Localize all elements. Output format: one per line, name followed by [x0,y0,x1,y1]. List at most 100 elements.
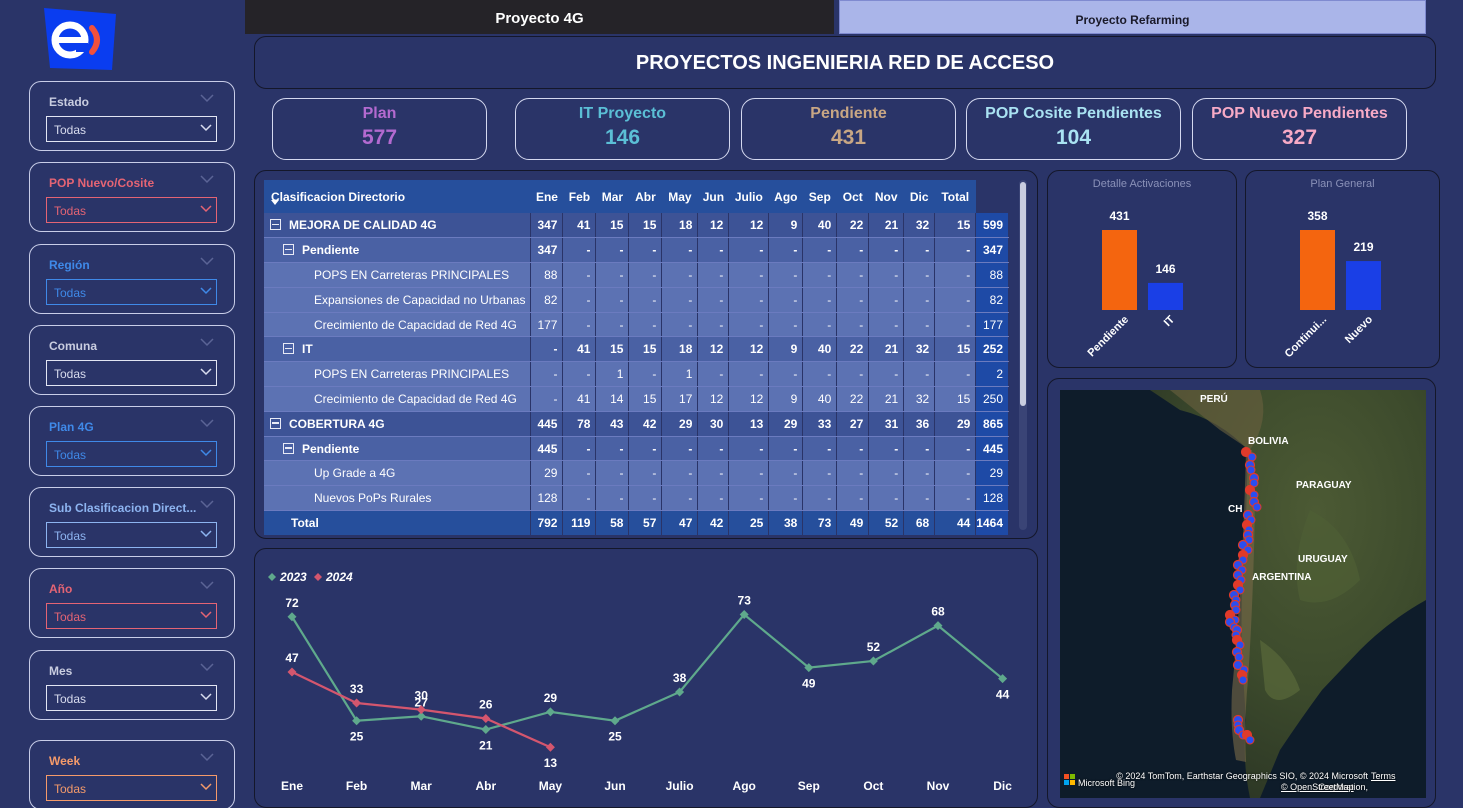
bar-pendiente[interactable] [1102,230,1137,310]
collapse-icon[interactable] [270,417,281,429]
column-header-abr[interactable]: Abr [628,180,662,213]
site-marker[interactable] [1232,659,1244,671]
bar-it[interactable] [1148,282,1183,310]
filter-dropdown[interactable]: Todas [46,360,217,386]
chevron-down-icon[interactable] [200,174,214,184]
bar-nuevo[interactable] [1346,261,1381,310]
cell-text: - [759,441,764,456]
data-point-2023[interactable] [675,687,685,697]
filter-dropdown[interactable]: Todas [46,197,217,223]
site-marker[interactable] [1234,652,1244,662]
column-header-julio[interactable]: Julio [728,180,769,213]
chevron-down-icon[interactable] [200,499,214,509]
column-header-dic[interactable]: Dic [903,180,935,213]
site-marker[interactable] [1246,465,1256,475]
filter-dropdown[interactable]: Todas [46,603,217,629]
column-header-nov[interactable]: Nov [868,180,904,213]
table-cell: 1464 [975,510,1009,536]
site-marker[interactable] [1252,502,1262,512]
chevron-down-icon[interactable] [200,662,214,672]
collapse-icon[interactable] [283,343,294,355]
data-label: 29 [544,691,558,705]
tab-proyecto-refarming[interactable]: Proyecto Refarming [839,0,1426,34]
chevron-down-icon[interactable] [200,752,214,762]
sort-desc-icon[interactable] [271,200,279,205]
filter-dropdown[interactable]: Todas [46,116,217,142]
column-header-mar[interactable]: Mar [595,180,629,213]
site-marker[interactable] [1240,446,1252,458]
cell-text: - [966,267,971,282]
data-point-2023[interactable] [545,707,555,717]
filter-label: Año [49,582,73,596]
legend-marker-icon [314,573,322,581]
site-markers[interactable] [1224,446,1262,745]
filter-dropdown[interactable]: Todas [46,441,217,467]
data-point-2024[interactable] [287,667,297,677]
cell-text: - [586,243,591,258]
data-point-2023[interactable] [933,621,943,631]
cell-text: - [688,292,693,307]
data-point-2023[interactable] [610,716,620,726]
chevron-down-icon[interactable] [200,580,214,590]
openstreetmap-link[interactable]: © OpenStreetMap [1281,782,1354,792]
filter-dropdown[interactable]: Todas [46,775,217,801]
table-cell: - [530,386,564,412]
table-scrollbar-thumb[interactable] [1020,182,1026,406]
column-header-may[interactable]: May [661,180,698,213]
column-header-total[interactable]: Total [934,180,976,213]
legend-label-2024[interactable]: 2024 [325,570,353,584]
data-point-2023[interactable] [868,656,878,666]
site-marker[interactable] [1247,452,1257,462]
data-point-2023[interactable] [287,612,297,622]
cell-text: Pendiente [302,243,360,258]
data-point-2024[interactable] [416,705,426,715]
filter-dropdown[interactable]: Todas [46,522,217,548]
data-point-2024[interactable] [545,742,555,752]
legend-label-2023[interactable]: 2023 [279,570,307,584]
chevron-down-icon [200,368,212,376]
data-point-2023[interactable] [416,711,426,721]
column-header-clasificacion-directorio[interactable]: Clasificacion Directorio [264,180,531,213]
bar-continui[interactable] [1300,230,1335,310]
cell-text: - [619,317,624,332]
table-cell: - [628,237,663,264]
column-header-ago[interactable]: Ago [768,180,803,213]
chevron-down-icon[interactable] [200,93,214,103]
collapse-icon[interactable] [270,219,281,231]
cell-text: POPS EN Carreteras PRINCIPALES [314,267,510,282]
cell-text: 9 [790,342,798,357]
collapse-icon[interactable] [283,442,294,454]
data-point-2023[interactable] [739,610,749,620]
collapse-icon[interactable] [283,244,294,256]
chevron-down-icon[interactable] [200,337,214,347]
table-cell: - [836,361,870,388]
filter-value: Todas [54,286,87,300]
filter-dropdown[interactable]: Todas [46,279,217,305]
chevron-down-icon[interactable] [200,256,214,266]
column-header-ene[interactable]: Ene [530,180,563,213]
column-header-sep[interactable]: Sep [802,180,837,213]
data-point-2024[interactable] [352,698,362,708]
chevron-down-icon[interactable] [200,418,214,428]
series-line-2023[interactable] [291,612,1004,731]
data-point-2023[interactable] [998,674,1008,684]
row-label: Up Grade a 4G [264,460,532,487]
data-point-2023[interactable] [481,725,491,735]
cell-text: Up Grade a 4G [314,466,396,481]
site-marker[interactable] [1238,675,1248,685]
row-label: Nuevos PoPs Rurales [264,485,532,512]
site-marker[interactable] [1245,735,1255,745]
column-header-jun[interactable]: Jun [697,180,729,213]
table-cell: - [868,361,905,388]
filter-dropdown[interactable]: Todas [46,685,217,711]
terms-link[interactable]: Terms [1371,771,1396,781]
data-point-2023[interactable] [352,716,362,726]
data-point-2024[interactable] [481,713,491,723]
data-point-2023[interactable] [804,663,814,673]
column-header-feb[interactable]: Feb [562,180,596,213]
map-view[interactable]: PERÚ BOLIVIA PARAGUAY CH URUGUAY ARGENTI… [1060,390,1426,798]
tab-proyecto-4g[interactable]: Proyecto 4G [245,0,834,34]
column-header-oct[interactable]: Oct [836,180,869,213]
matrix-table: Clasificacion Directorio Ene Feb Mar Abr May J… [264,180,1009,536]
chevron-down-icon [200,124,212,132]
